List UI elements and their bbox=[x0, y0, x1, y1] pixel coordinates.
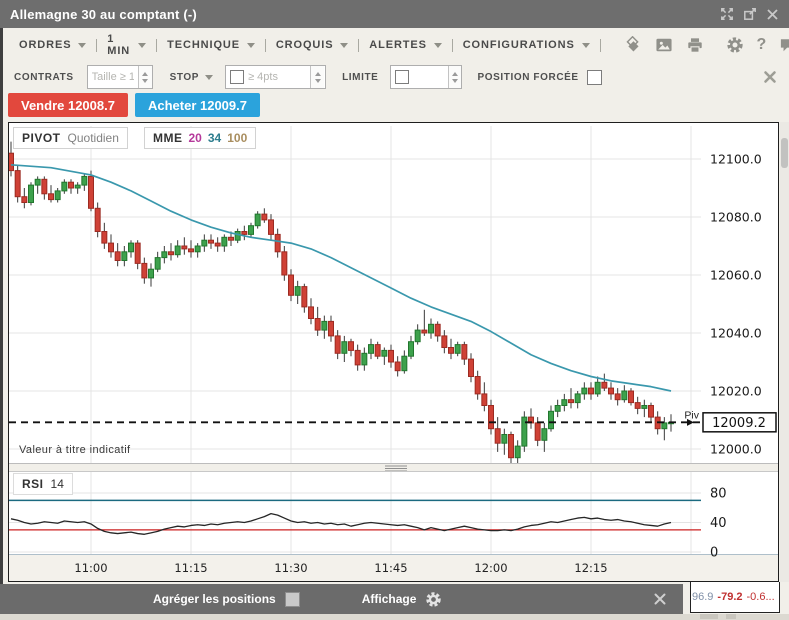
stop-field[interactable] bbox=[225, 65, 327, 89]
chevron-down-icon bbox=[138, 42, 147, 48]
svg-text:40: 40 bbox=[710, 516, 727, 531]
svg-text:12100.0: 12100.0 bbox=[710, 152, 762, 167]
rsi-legend-title: RSI bbox=[22, 477, 44, 491]
chart-scrollbar[interactable] bbox=[780, 122, 789, 582]
chevron-down-icon bbox=[433, 42, 442, 48]
window-title: Allemagne 30 au comptant (-) bbox=[10, 6, 197, 22]
limit-field[interactable] bbox=[390, 65, 463, 89]
chart-svg[interactable]: Piv 12009.2 12100.0 12080.0 12060.0 12040.0 12… bbox=[9, 123, 778, 581]
contracts-size-stepper[interactable] bbox=[138, 66, 152, 88]
aggregate-positions-label: Agréger les positions bbox=[153, 592, 276, 606]
contracts-size-input[interactable] bbox=[87, 71, 139, 83]
menu-technique[interactable]: TECHNIQUE bbox=[167, 39, 256, 51]
svg-text:12060.0: 12060.0 bbox=[710, 268, 762, 283]
chart-scrollbar-thumb[interactable] bbox=[781, 138, 788, 168]
svg-text:12:15: 12:15 bbox=[574, 561, 607, 575]
display-gear-icon[interactable] bbox=[425, 591, 442, 608]
background-fragment bbox=[700, 614, 718, 619]
pivot-legend-chip[interactable]: PIVOT Quotidien bbox=[13, 127, 128, 149]
buy-button[interactable]: Acheter 12009.7 bbox=[134, 93, 260, 117]
change-points: -79.2 bbox=[717, 591, 743, 603]
mme-period-34: 34 bbox=[207, 131, 222, 145]
background-strip bbox=[0, 614, 789, 620]
sell-button[interactable]: Vendre 12008.7 bbox=[8, 93, 128, 117]
bottom-bar-close-icon[interactable] bbox=[653, 592, 667, 606]
close-icon[interactable] bbox=[766, 8, 779, 21]
position-forcee-checkbox[interactable] bbox=[586, 69, 602, 85]
image-icon[interactable] bbox=[655, 37, 673, 53]
chevron-down-icon bbox=[340, 42, 349, 48]
svg-text:11:15: 11:15 bbox=[174, 561, 207, 575]
display-settings-label: Affichage bbox=[361, 592, 417, 606]
chevron-down-icon bbox=[581, 42, 590, 48]
contracts-size-field[interactable] bbox=[86, 65, 153, 89]
svg-text:11:30: 11:30 bbox=[274, 561, 307, 575]
contrats-label: CONTRATS bbox=[14, 71, 74, 83]
pivot-legend-period: Quotidien bbox=[67, 131, 119, 145]
print-icon[interactable] bbox=[686, 37, 704, 54]
maximize-icon[interactable] bbox=[720, 7, 734, 21]
limit-checkbox[interactable] bbox=[395, 70, 410, 84]
stop-dropdown-icon[interactable] bbox=[205, 74, 214, 80]
svg-text:12000.0: 12000.0 bbox=[710, 442, 762, 457]
chat-icon[interactable] bbox=[779, 37, 789, 53]
menu-configurations[interactable]: CONFIGURATIONS bbox=[463, 39, 590, 51]
chevron-down-icon bbox=[247, 42, 256, 48]
svg-text:11:45: 11:45 bbox=[374, 561, 407, 575]
display-settings-button[interactable]: Affichage bbox=[362, 591, 443, 608]
stop-checkbox[interactable] bbox=[230, 70, 245, 84]
svg-text:Piv: Piv bbox=[684, 409, 699, 421]
svg-text:12080.0: 12080.0 bbox=[710, 210, 762, 225]
aggregate-positions-checkbox[interactable] bbox=[284, 591, 300, 607]
popout-icon[interactable] bbox=[743, 7, 757, 21]
menu-alertes[interactable]: ALERTES bbox=[369, 39, 442, 51]
order-buttons: Vendre 12008.7 Acheter 12009.7 bbox=[8, 93, 260, 117]
limit-stepper[interactable] bbox=[448, 66, 462, 88]
mme-period-100: 100 bbox=[227, 131, 248, 145]
svg-text:12020.0: 12020.0 bbox=[710, 384, 762, 399]
change-percent: -0.6... bbox=[746, 591, 775, 603]
chevron-down-icon bbox=[78, 42, 87, 48]
svg-text:12009.2: 12009.2 bbox=[712, 416, 766, 431]
indicative-value-note: Valeur à titre indicatif bbox=[19, 444, 131, 456]
positions-bottom-bar: Agréger les positions Affichage bbox=[0, 584, 683, 614]
tags-icon[interactable] bbox=[624, 36, 642, 54]
chart-panel: Piv 12009.2 12100.0 12080.0 12060.0 12040.0 12… bbox=[8, 122, 779, 582]
menubar: ORDRES 1 MIN TECHNIQUE CROQUIS ALERTES C… bbox=[3, 28, 789, 62]
window-titlebar[interactable]: Allemagne 30 au comptant (-) bbox=[0, 0, 789, 28]
background-fragment bbox=[726, 614, 736, 619]
svg-text:0: 0 bbox=[710, 546, 718, 561]
stop-label: STOP bbox=[169, 71, 200, 83]
rsi-legend-chip[interactable]: RSI 14 bbox=[13, 473, 73, 495]
help-icon[interactable]: ? bbox=[756, 36, 767, 53]
limit-input[interactable] bbox=[409, 71, 449, 83]
mme-period-20: 20 bbox=[188, 131, 202, 145]
menu-croquis[interactable]: CROQUIS bbox=[276, 39, 349, 51]
svg-text:12040.0: 12040.0 bbox=[710, 326, 762, 341]
menu-timeframe[interactable]: 1 MIN bbox=[107, 33, 147, 57]
settings-gear-icon[interactable] bbox=[726, 36, 744, 54]
stop-input[interactable] bbox=[244, 71, 311, 83]
price-value: 96.9 bbox=[692, 591, 714, 603]
window-left-edge bbox=[0, 28, 3, 614]
rsi-legend-period: 14 bbox=[50, 477, 64, 491]
mme-legend-title: MME bbox=[153, 131, 183, 145]
svg-text:12:00: 12:00 bbox=[474, 561, 507, 575]
menu-ordres[interactable]: ORDRES bbox=[19, 39, 87, 51]
pivot-legend-title: PIVOT bbox=[22, 131, 61, 145]
limite-label: LIMITE bbox=[342, 71, 379, 83]
price-change-readout: 96.9 -79.2 -0.6... bbox=[690, 582, 780, 613]
aggregate-positions-toggle[interactable]: Agréger les positions bbox=[153, 591, 300, 607]
svg-text:80: 80 bbox=[710, 487, 727, 502]
svg-text:11:00: 11:00 bbox=[74, 561, 107, 575]
controls-close-icon[interactable] bbox=[763, 70, 777, 84]
order-controls-row: CONTRATS STOP LIMITE POSITION FORCÉE bbox=[3, 62, 789, 92]
stop-stepper[interactable] bbox=[310, 66, 325, 88]
mme-legend-chip[interactable]: MME 20 34 100 bbox=[144, 127, 257, 149]
position-forcee-label: POSITION FORCÉE bbox=[477, 71, 579, 83]
